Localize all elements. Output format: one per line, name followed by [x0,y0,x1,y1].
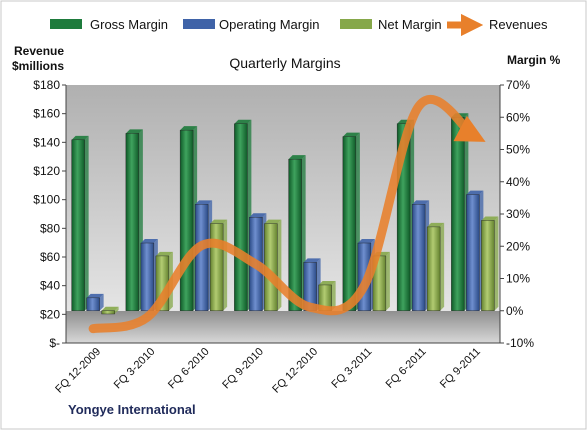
bar-gross-margin-fq-9-2010 [234,123,248,311]
bar-net-margin-fq-9-2010-top [264,219,282,224]
bar-net-margin-fq-12-2010-top [318,280,336,285]
legend-item-net-margin: Net Margin [340,17,442,32]
bar-operating-margin-fq-9-2010-top [249,213,267,218]
left-axis-title-line2: $millions [12,59,64,73]
right-axis-ticks: -10% 0% 10% 20% 30% 40% 50% 60% 70% [500,78,534,350]
bar-net-margin-fq-6-2011-side [440,222,445,311]
left-tick-label: $140 [33,135,60,149]
legend: Gross Margin Operating Margin Net Margin… [50,13,548,37]
legend-label-revenues: Revenues [489,17,548,32]
bar-gross-margin-fq-9-2011 [451,117,465,311]
left-tick-label: $40 [40,279,60,293]
bar-operating-margin-fq-9-2011 [466,194,480,311]
right-tick-label: -10% [506,336,534,350]
bar-gross-margin-fq-9-2010-top [234,119,252,124]
bar-operating-margin-fq-9-2011-top [466,190,484,195]
bar-operating-margin-fq-3-2011-top [357,239,375,244]
left-tick-label: $100 [33,193,60,207]
right-tick-label: 20% [506,239,530,253]
left-axis-ticks: $- $20 $40 $60 $80 $100 $120 $140 $160 $180 [33,78,66,350]
legend-item-gross-margin: Gross Margin [50,17,168,32]
legend-swatch-gross-margin [50,19,82,29]
revenue-series [88,94,486,334]
bar-operating-margin-fq-12-2009-top [86,293,104,298]
company-name-footer: Yongye International [68,402,196,417]
right-tick-label: 0% [506,304,524,318]
chart-title: Quarterly Margins [229,55,340,71]
bar-net-margin-fq-12-2010-side [331,280,336,311]
bar-gross-margin-fq-12-2009-top [71,135,89,140]
bar-net-margin-fq-6-2010 [209,223,224,311]
bar-gross-margin-fq-3-2010-top [125,129,143,134]
right-tick-label: 10% [506,272,530,286]
revenues-line [88,94,486,334]
bar-net-margin-fq-12-2009 [101,310,115,315]
bar-operating-margin-fq-3-2010 [140,242,155,311]
left-tick-label: $60 [40,250,60,264]
bar-net-margin-fq-12-2009-side [114,306,119,314]
bar-net-margin-fq-3-2011-side [385,251,390,311]
left-tick-label: $80 [40,221,60,235]
left-tick-label: $20 [40,307,60,321]
bar-operating-margin-fq-12-2009 [86,297,100,311]
left-axis-title-line1: Revenue [14,44,64,58]
left-tick-label: $120 [33,164,60,178]
right-tick-label: 70% [506,78,530,92]
bar-gross-margin-fq-3-2010 [125,133,140,311]
bar-net-margin-fq-9-2011-side [494,216,499,311]
bar-gross-margin-fq-6-2010-top [180,126,198,131]
right-tick-label: 40% [506,175,530,189]
bar-gross-margin-fq-12-2009-side [84,135,89,311]
legend-label-operating-margin: Operating Margin [219,17,319,32]
bar-gross-margin-fq-6-2010 [179,129,194,311]
legend-swatch-operating-margin [183,19,215,29]
right-tick-label: 30% [506,207,530,221]
left-tick-label: $- [49,336,60,350]
bar-operating-margin-fq-6-2011-top [412,200,430,205]
bar-operating-margin-fq-6-2010 [194,204,209,311]
right-axis-title: Margin % [507,53,561,67]
left-tick-label: $160 [33,107,60,121]
bar-gross-margin-fq-3-2011-top [342,132,360,137]
bar-net-margin-fq-12-2009-top [101,306,119,311]
bar-operating-margin-fq-3-2010-top [140,239,158,244]
bar-operating-margin-fq-12-2010-top [303,258,321,263]
legend-label-net-margin: Net Margin [378,17,442,32]
bar-net-margin-fq-9-2011 [481,220,495,311]
bar-net-margin-fq-9-2011-top [481,216,499,221]
bar-operating-margin-fq-12-2009-side [99,293,104,311]
right-tick-label: 60% [506,110,530,124]
bar-gross-margin-fq-3-2011 [342,136,357,311]
plot-floor [66,311,500,343]
left-tick-label: $180 [33,78,60,92]
bar-operating-margin-fq-6-2010-top [195,200,213,205]
bar-net-margin-fq-3-2010-top [155,251,173,256]
bar-net-margin-fq-9-2010-side [277,219,282,311]
bar-net-margin-fq-6-2010-side [223,219,228,311]
bar-net-margin-fq-6-2011-top [427,222,445,227]
legend-label-gross-margin: Gross Margin [90,17,168,32]
legend-item-revenues: Revenues [447,13,548,37]
legend-item-operating-margin: Operating Margin [183,17,319,32]
bar-net-margin-fq-6-2011 [426,226,441,311]
bar-net-margin-fq-6-2010-top [210,219,228,224]
bar-operating-margin-fq-6-2011 [411,204,426,311]
bar-gross-margin-fq-12-2009 [71,139,85,311]
bar-gross-margin-fq-12-2010 [288,158,302,311]
bar-gross-margin-fq-12-2010-top [288,155,306,160]
legend-swatch-net-margin [340,19,372,29]
right-tick-label: 50% [506,143,530,157]
